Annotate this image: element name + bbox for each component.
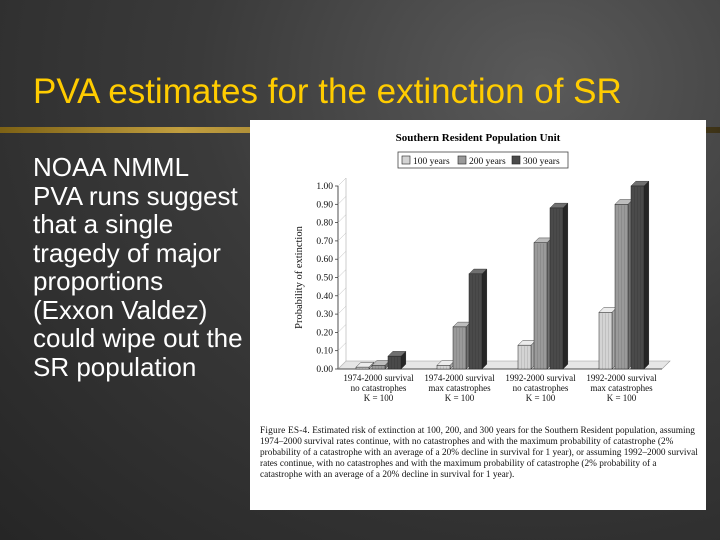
x-tick-label: K = 100	[445, 393, 475, 403]
y-tick-label: 0.50	[316, 274, 333, 284]
bar-1-1	[355, 366, 370, 370]
y-tick-depth	[337, 251, 347, 260]
y-tick-depth	[337, 214, 347, 223]
legend-box	[397, 151, 569, 169]
bar-3-3	[549, 207, 564, 370]
y-tick-label: 0.20	[316, 328, 333, 338]
y-tick-depth	[337, 287, 347, 296]
figure-panel: Southern Resident Population Unit 100 yea…	[250, 120, 706, 510]
y-tick-depth	[337, 196, 347, 205]
bar-4-1	[598, 312, 613, 370]
bar-1-3	[387, 355, 402, 370]
bar-2-1	[436, 365, 451, 370]
y-tick-label: 1.00	[316, 182, 333, 192]
y-tick-depth	[337, 324, 347, 333]
x-tick-label: max catastrophes	[590, 383, 653, 393]
legend-swatch-3	[511, 155, 521, 165]
bar-2-2	[452, 326, 467, 370]
x-tick-label: K = 100	[526, 393, 556, 403]
bar-3-2	[533, 242, 548, 370]
figure-caption: Figure ES-4. Estimated risk of extinctio…	[260, 426, 700, 481]
x-tick-label: K = 100	[364, 393, 394, 403]
x-tick-label: 1992-2000 survival	[586, 373, 657, 383]
bar-2-3	[468, 273, 483, 370]
x-tick-label: no catastrophes	[513, 383, 569, 393]
bar-side-3-3	[562, 202, 568, 370]
y-tick-label: 0.30	[316, 310, 333, 320]
slide-body-text: NOAA NMML PVA runs suggest that a single…	[33, 152, 243, 382]
y-tick-depth	[337, 305, 347, 315]
caption-label: Figure ES-4.	[260, 426, 310, 436]
x-tick-label: max catastrophes	[428, 383, 491, 393]
caption-text: Estimated risk of extinction at 100, 200…	[260, 426, 698, 480]
y-tick-label: 0.90	[316, 200, 333, 210]
bar-3-1	[517, 344, 532, 370]
x-tick-label: 1974-2000 survival	[424, 373, 495, 383]
y-tick-depth	[337, 232, 347, 242]
chart-title: Southern Resident Population Unit	[396, 132, 561, 144]
legend-swatch-2	[457, 155, 467, 165]
y-tick-label: 0.60	[316, 255, 333, 265]
bar-side-2-3	[481, 268, 488, 370]
y-tick-depth	[337, 342, 347, 351]
y-tick-label: 0.40	[316, 292, 333, 302]
bar-4-3	[630, 185, 645, 370]
slide-corner-marker	[708, 486, 720, 492]
y-tick-label: 0.80	[316, 219, 333, 229]
y-axis-label: Probability of extinction	[294, 225, 305, 328]
bar-chart: Southern Resident Population Unit 100 yea…	[294, 132, 671, 403]
y-tick-depth	[337, 269, 347, 278]
y-tick-label: 0.70	[316, 237, 333, 247]
y-tick-label: 0.00	[316, 365, 333, 375]
y-tick-depth	[337, 177, 347, 187]
bar-side-4-3	[643, 180, 649, 370]
y-tick-depth	[337, 360, 347, 370]
legend-label-3: 300 years	[523, 157, 560, 167]
slide-title: PVA estimates for the extinction of SR	[33, 72, 622, 111]
y-tick-label: 0.10	[316, 347, 333, 357]
legend-label-2: 200 years	[469, 157, 506, 167]
x-tick-label: no catastrophes	[351, 383, 407, 393]
bar-4-2	[614, 204, 629, 370]
legend-label-1: 100 years	[413, 157, 450, 167]
x-tick-label: K = 100	[607, 393, 637, 403]
legend-swatch-1	[401, 155, 411, 165]
x-tick-label: 1992-2000 survival	[505, 373, 576, 383]
bar-1-2	[371, 365, 386, 370]
x-tick-label: 1974-2000 survival	[343, 373, 414, 383]
